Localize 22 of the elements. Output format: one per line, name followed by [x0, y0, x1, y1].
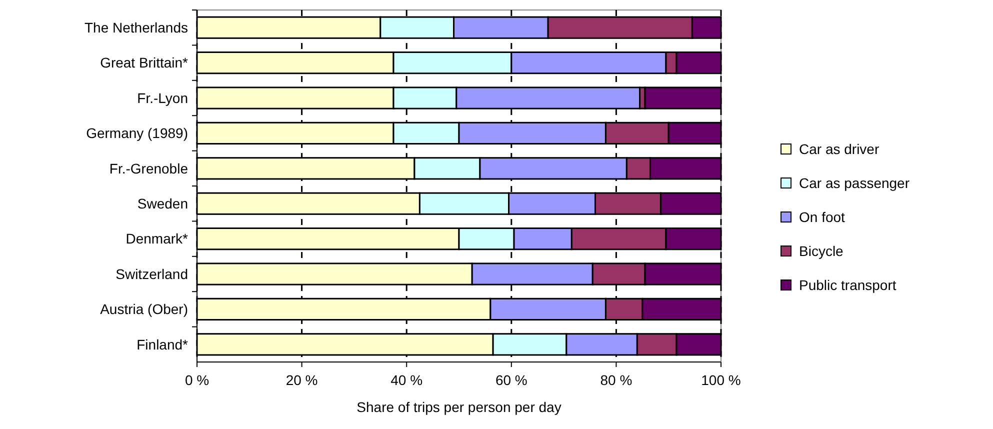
y-tick-label: Great Brittain*	[100, 54, 189, 71]
y-tick-label: Fr.-Lyon	[137, 90, 188, 106]
y-tick-label: The Netherlands	[84, 20, 188, 36]
x-tick-label: 60 %	[495, 372, 528, 388]
x-tick-label: 80 %	[600, 372, 632, 388]
y-tick-label: Sweden	[137, 196, 188, 212]
y-tick-label: Fr.-Grenoble	[109, 160, 188, 176]
legend-label: Car as passenger	[799, 174, 910, 191]
legend-label: Car as driver	[799, 140, 880, 157]
x-tick-label: 20 %	[286, 372, 318, 388]
y-tick-label: Germany (1989)	[86, 125, 188, 142]
legend-label: Public transport	[799, 276, 896, 293]
y-tick-label: Finland*	[136, 336, 189, 352]
legend-label: Bicycle	[799, 242, 844, 259]
x-tick-label: 0 %	[184, 372, 210, 388]
x-axis-title: Share of trips per person per day	[356, 399, 562, 415]
x-tick-label: 100 %	[701, 372, 741, 388]
y-tick-label: Switzerland	[116, 266, 188, 282]
y-tick-label: Austria (Ober)	[100, 301, 188, 318]
x-tick-label: 40 %	[390, 372, 423, 388]
legend-label: On foot	[799, 208, 846, 225]
y-tick-label: Denmark*	[126, 230, 189, 247]
